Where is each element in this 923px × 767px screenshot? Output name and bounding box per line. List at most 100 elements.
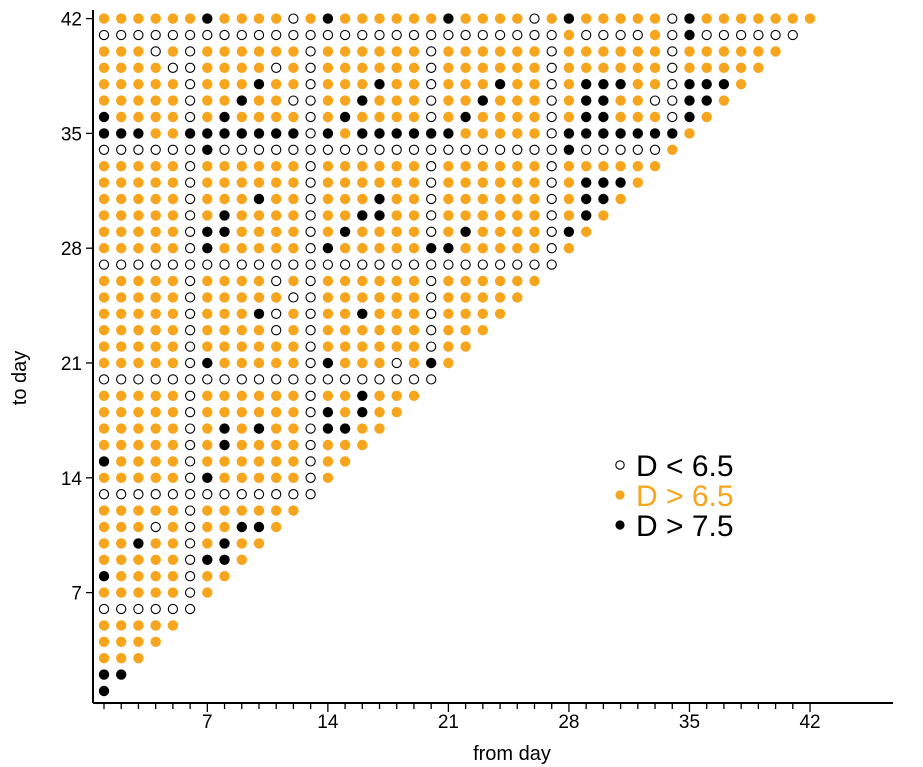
point-orange: [219, 325, 230, 336]
point-orange: [494, 210, 506, 221]
point-open: [271, 62, 282, 73]
point-orange: [339, 390, 351, 401]
point-orange: [184, 13, 196, 24]
point-orange: [408, 275, 420, 287]
point-open: [236, 374, 247, 385]
point-orange: [116, 538, 127, 549]
point-open: [408, 374, 420, 385]
point-orange: [408, 243, 420, 254]
point-orange: [202, 456, 213, 467]
point-orange: [271, 407, 282, 418]
point-orange: [133, 79, 144, 90]
point-orange: [167, 177, 179, 188]
point-orange: [288, 226, 299, 237]
point-open: [391, 29, 402, 41]
point-orange: [236, 292, 247, 303]
point-black: [98, 571, 110, 582]
point-open: [305, 423, 316, 434]
point-orange: [133, 357, 144, 369]
point-open: [426, 226, 437, 237]
point-orange: [98, 13, 110, 24]
point-orange: [477, 128, 488, 139]
point-orange: [374, 177, 385, 188]
point-open: [649, 144, 661, 155]
point-orange: [116, 111, 127, 123]
point-black: [374, 193, 385, 205]
point-open: [770, 29, 781, 41]
point-black: [253, 193, 265, 205]
point-open: [322, 144, 334, 155]
point-orange: [339, 13, 351, 24]
point-orange: [202, 538, 213, 549]
point-open: [305, 275, 316, 287]
point-orange: [632, 79, 643, 90]
point-orange: [236, 193, 247, 205]
point-open: [426, 275, 437, 287]
point-open: [443, 144, 454, 155]
point-black: [98, 128, 110, 139]
point-black: [701, 95, 712, 106]
point-orange: [460, 325, 471, 336]
point-orange: [116, 177, 127, 188]
point-orange: [684, 46, 695, 57]
point-orange: [253, 390, 265, 401]
point-orange: [271, 46, 282, 57]
point-orange: [167, 161, 179, 172]
point-open: [426, 62, 437, 73]
point-orange: [374, 95, 385, 106]
point-orange: [133, 439, 144, 451]
point-orange: [494, 177, 506, 188]
point-orange: [357, 325, 368, 336]
point-black: [253, 128, 265, 139]
point-orange: [98, 538, 110, 549]
point-orange: [116, 341, 127, 352]
point-open: [305, 243, 316, 254]
point-orange: [271, 292, 282, 303]
point-orange: [236, 226, 247, 237]
point-open: [546, 226, 557, 237]
point-open: [219, 374, 230, 385]
point-orange: [150, 243, 161, 254]
point-orange: [98, 308, 110, 319]
point-orange: [167, 407, 179, 418]
point-open: [374, 259, 385, 270]
point-orange: [581, 62, 592, 73]
point-open: [184, 439, 196, 451]
point-open: [546, 144, 557, 155]
point-orange: [615, 95, 626, 106]
point-orange: [98, 472, 110, 483]
point-orange: [339, 243, 351, 254]
point-orange: [98, 325, 110, 336]
point-orange: [98, 439, 110, 451]
point-open: [305, 95, 316, 106]
point-orange: [770, 46, 781, 57]
point-orange: [236, 423, 247, 434]
point-orange: [581, 226, 592, 237]
point-black: [615, 79, 626, 90]
point-orange: [219, 46, 230, 57]
point-open: [391, 357, 402, 369]
point-orange: [288, 357, 299, 369]
point-orange: [339, 62, 351, 73]
point-open: [150, 46, 161, 57]
point-open: [236, 259, 247, 270]
point-orange: [477, 243, 488, 254]
point-orange: [150, 193, 161, 205]
point-orange: [236, 62, 247, 73]
point-black: [202, 226, 213, 237]
point-black: [133, 538, 144, 549]
point-orange: [253, 46, 265, 57]
point-open: [150, 374, 161, 385]
point-orange: [322, 62, 334, 73]
point-orange: [236, 554, 247, 565]
point-orange: [391, 308, 402, 319]
point-orange: [98, 653, 110, 664]
point-orange: [288, 472, 299, 483]
point-black: [339, 226, 351, 237]
point-orange: [167, 554, 179, 565]
point-orange: [116, 13, 127, 24]
point-black: [443, 13, 454, 24]
point-orange: [322, 325, 334, 336]
point-orange: [460, 128, 471, 139]
point-orange: [615, 193, 626, 205]
